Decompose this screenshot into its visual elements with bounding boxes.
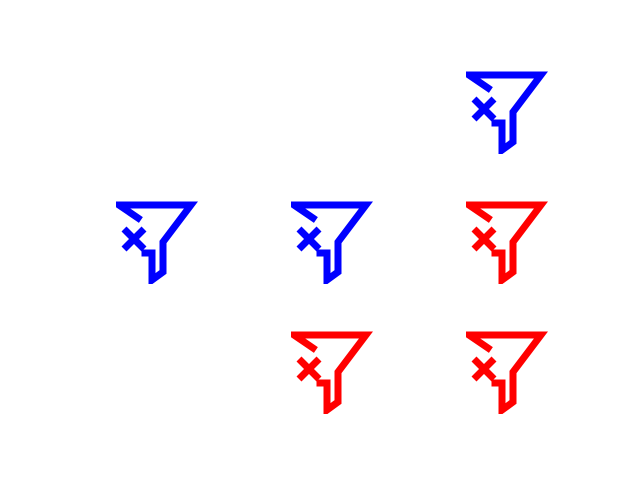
clear-filter-icon-blue [466, 70, 548, 154]
funnel-shape [466, 71, 548, 154]
clear-filter-icon-svg [466, 71, 548, 154]
x-mark [121, 226, 147, 252]
clear-filter-icon-red [291, 330, 373, 414]
clear-filter-icon-svg [116, 201, 198, 284]
x-mark [471, 96, 497, 122]
funnel-shape [466, 331, 548, 414]
clear-filter-icon-svg [291, 331, 373, 414]
clear-filter-icon-blue [116, 200, 198, 284]
funnel-shape [291, 331, 373, 414]
x-mark [296, 226, 322, 252]
x-mark [471, 356, 497, 382]
x-mark [296, 356, 322, 382]
clear-filter-icon-red [466, 330, 548, 414]
clear-filter-icon-svg [466, 331, 548, 414]
clear-filter-icon-blue [291, 200, 373, 284]
x-mark [471, 226, 497, 252]
clear-filter-icon-svg [466, 201, 548, 284]
clear-filter-icon-svg [291, 201, 373, 284]
clear-filter-icon-red [466, 200, 548, 284]
funnel-shape [291, 201, 373, 284]
funnel-shape [466, 201, 548, 284]
funnel-shape [116, 201, 198, 284]
